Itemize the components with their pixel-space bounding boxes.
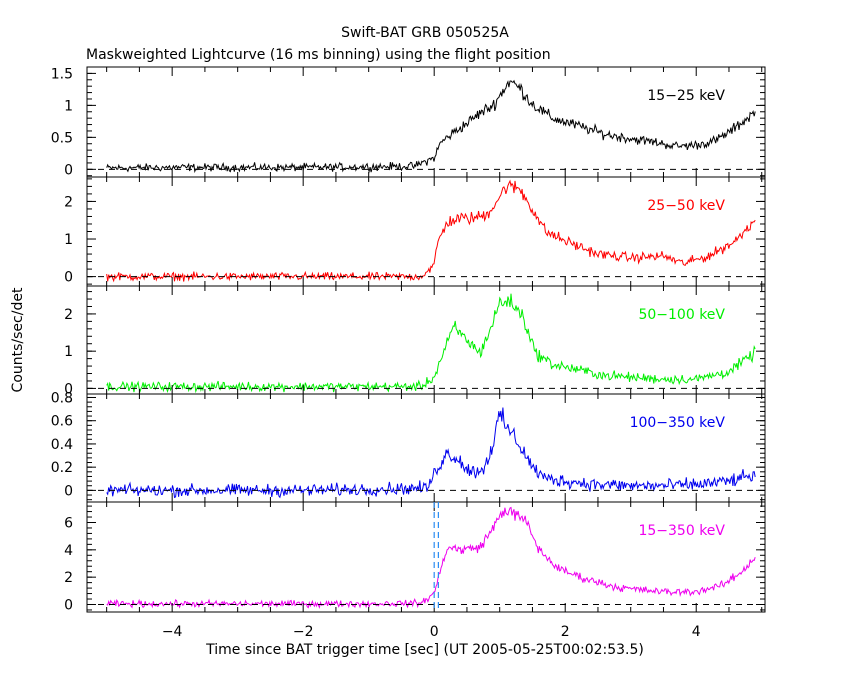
y-tick-label-panel-4: 0.6 bbox=[51, 414, 73, 430]
panel-frame-5 bbox=[86, 501, 766, 613]
y-tick-label-panel-3: 1 bbox=[64, 344, 73, 360]
panel-label-4: 100−350 keV bbox=[630, 415, 726, 431]
panel-frame-2 bbox=[86, 176, 766, 287]
panel-label-3: 50−100 keV bbox=[638, 307, 725, 323]
x-tick-label: 4 bbox=[692, 624, 701, 640]
y-tick-label-panel-4: 0.8 bbox=[51, 390, 73, 406]
panel-label-5: 15−350 keV bbox=[638, 523, 725, 539]
series-line-panel-2 bbox=[106, 179, 756, 283]
series-line-panel-4 bbox=[106, 407, 756, 499]
chart-title: Swift-BAT GRB 050525A bbox=[341, 25, 509, 41]
panels-group: 0 0.5 1 1.5 15−25 keV 0 1 2 25−50 keV 0 1 2 50−100 k… bbox=[51, 66, 766, 640]
y-tick-label-panel-3: 0 bbox=[64, 381, 73, 397]
y-tick-label-panel-1: 1 bbox=[64, 98, 73, 114]
y-tick-label-panel-4: 0.4 bbox=[51, 437, 73, 453]
y-tick-label-panel-5: 0 bbox=[64, 597, 73, 613]
x-axis-label: Time since BAT trigger time [sec] (UT 20… bbox=[205, 642, 644, 658]
y-tick-label-panel-1: 0 bbox=[64, 162, 73, 178]
series-line-panel-3 bbox=[106, 293, 756, 394]
y-tick-label-panel-2: 0 bbox=[64, 270, 73, 286]
y-tick-label-panel-5: 6 bbox=[64, 515, 73, 531]
y-tick-label-panel-5: 4 bbox=[64, 543, 73, 559]
y-tick-label-panel-5: 2 bbox=[64, 570, 73, 586]
panel-label-2: 25−50 keV bbox=[647, 198, 725, 214]
y-axis-label: Counts/sec/det bbox=[10, 287, 26, 392]
panel-frame-1 bbox=[86, 66, 766, 178]
y-tick-label-panel-1: 0.5 bbox=[51, 130, 73, 146]
chart-subtitle: Maskweighted Lightcurve (16 ms binning) … bbox=[86, 47, 551, 63]
panel-label-1: 15−25 keV bbox=[647, 88, 725, 104]
y-tick-label-panel-4: 0 bbox=[64, 483, 73, 499]
x-tick-label: −2 bbox=[293, 624, 314, 640]
y-tick-label-panel-2: 1 bbox=[64, 232, 73, 248]
x-tick-label: 0 bbox=[430, 624, 439, 640]
y-tick-label-panel-4: 0.2 bbox=[51, 460, 73, 476]
series-line-panel-1 bbox=[106, 79, 756, 174]
panel-frame-3 bbox=[86, 285, 766, 395]
y-tick-label-panel-3: 2 bbox=[64, 307, 73, 323]
x-tick-label: 2 bbox=[561, 624, 570, 640]
y-tick-label-panel-1: 1.5 bbox=[51, 66, 73, 82]
y-tick-label-panel-2: 2 bbox=[64, 194, 73, 210]
x-tick-label: −4 bbox=[162, 624, 183, 640]
series-line-panel-5 bbox=[106, 506, 756, 609]
